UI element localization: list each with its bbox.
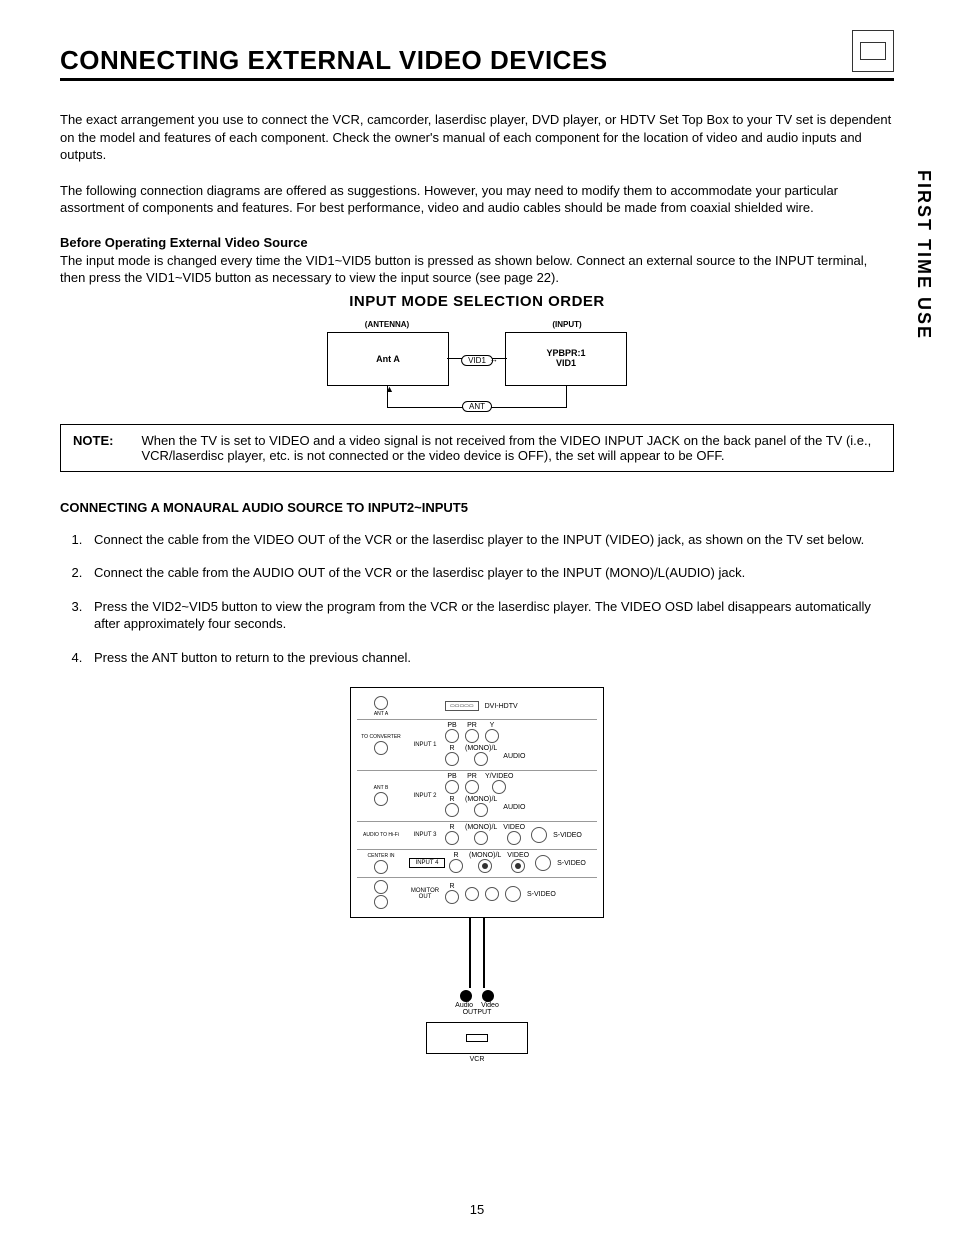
audio-lbl-2: AUDIO [503,804,525,811]
center-in-jack [374,860,388,874]
monol-lbl-1: (MONO)/L [465,745,497,752]
video-lbl-4: VIDEO [507,852,529,859]
monol-lbl-4: (MONO)/L [469,852,501,859]
vid1-sub-text: VID1 [546,359,585,369]
antenna-label: (ANTENNA) [365,320,409,329]
r-lbl-1: R [445,745,459,752]
audio-hifi-lbl: AUDIO TO Hi-Fi [363,832,399,838]
svideo-lbl-4: S-VIDEO [557,860,586,867]
input-mode-diagram: (ANTENNA) (INPUT) Ant A VID1 → YPBPR:1 V… [327,314,627,408]
pb-lbl-2: PB [445,773,459,780]
cable-diagram: Audio Video OUTPUT VCR [357,918,597,1063]
page-title: CONNECTING EXTERNAL VIDEO DEVICES [60,45,852,76]
step-2: Connect the cable from the AUDIO OUT of … [86,564,894,582]
converter-jack [374,741,388,755]
to-converter-lbl: TO CONVERTER [361,734,401,740]
r-lbl-3: R [445,824,459,831]
r-lbl-2: R [445,796,459,803]
diagram-title: INPUT MODE SELECTION ORDER [60,293,894,310]
svideo-jack-3 [531,827,547,843]
input1-lbl: INPUT 1 [409,742,441,748]
intro-paragraph-2: The following connection diagrams are of… [60,182,894,217]
audio-lbl-1: AUDIO [503,753,525,760]
yvideo-lbl: Y/VIDEO [485,773,513,780]
before-heading: Before Operating External Video Source [60,235,894,250]
pb-lbl: PB [445,722,459,729]
note-label: NOTE: [73,433,113,463]
center-in-lbl: CENTER IN [368,853,395,859]
output-lbl: OUTPUT [357,1009,597,1016]
pr-lbl: PR [465,722,479,729]
monitor-out-lbl: MONITOR OUT [409,888,441,900]
ant-chip: ANT [462,401,492,412]
sub-heading: CONNECTING A MONAURAL AUDIO SOURCE TO IN… [60,500,894,515]
tv-icon [852,30,894,72]
vcr-icon [426,1022,528,1054]
monol-lbl-3: (MONO)/L [465,824,497,831]
ant-b-jack [374,792,388,806]
rear-panel-diagram: ANT A ▭▭▭▭▭ DVI-HDTV TO CONVERTER INPUT … [350,687,604,918]
input-box: YPBPR:1 VID1 [505,332,627,386]
svideo-jack-4 [535,855,551,871]
step-3: Press the VID2~VID5 button to view the p… [86,598,894,633]
audio-out-lbl: Audio [455,1002,473,1009]
steps-list: Connect the cable from the VIDEO OUT of … [60,531,894,667]
step-1: Connect the cable from the VIDEO OUT of … [86,531,894,549]
video-out-lbl: Video [481,1002,499,1009]
note-text: When the TV is set to VIDEO and a video … [141,433,881,463]
ant-b-lbl: ANT B [374,785,389,791]
vcr-lbl: VCR [357,1056,597,1063]
y-lbl: Y [485,722,499,729]
input4-lbl: INPUT 4 [409,858,445,868]
svideo-jack-5 [505,886,521,902]
intro-paragraph-1: The exact arrangement you use to connect… [60,111,894,164]
ant-a-jack [374,696,388,710]
note-box: NOTE: When the TV is set to VIDEO and a … [60,424,894,472]
pr-lbl-2: PR [465,773,479,780]
before-text: The input mode is changed every time the… [60,252,894,287]
input2-lbl: INPUT 2 [409,793,441,799]
page-number: 15 [0,1202,954,1217]
ant-a-lbl: ANT A [374,711,388,717]
audio-plug-icon [460,990,472,1002]
side-tab: FIRST TIME USE [913,170,934,340]
r-lbl-4: R [449,852,463,859]
r-lbl-5: R [445,883,459,890]
input3-lbl: INPUT 3 [409,832,441,838]
step-4: Press the ANT button to return to the pr… [86,649,894,667]
input-label: (INPUT) [552,320,581,329]
monol-lbl-2: (MONO)/L [465,796,497,803]
ant-a-text: Ant A [376,354,400,364]
antenna-box: Ant A [327,332,449,386]
video-lbl-3: VIDEO [503,824,525,831]
svideo-lbl-3: S-VIDEO [553,832,582,839]
svideo-lbl-5: S-VIDEO [527,891,556,898]
dvi-lbl: DVI-HDTV [485,703,518,710]
video-plug-icon [482,990,494,1002]
